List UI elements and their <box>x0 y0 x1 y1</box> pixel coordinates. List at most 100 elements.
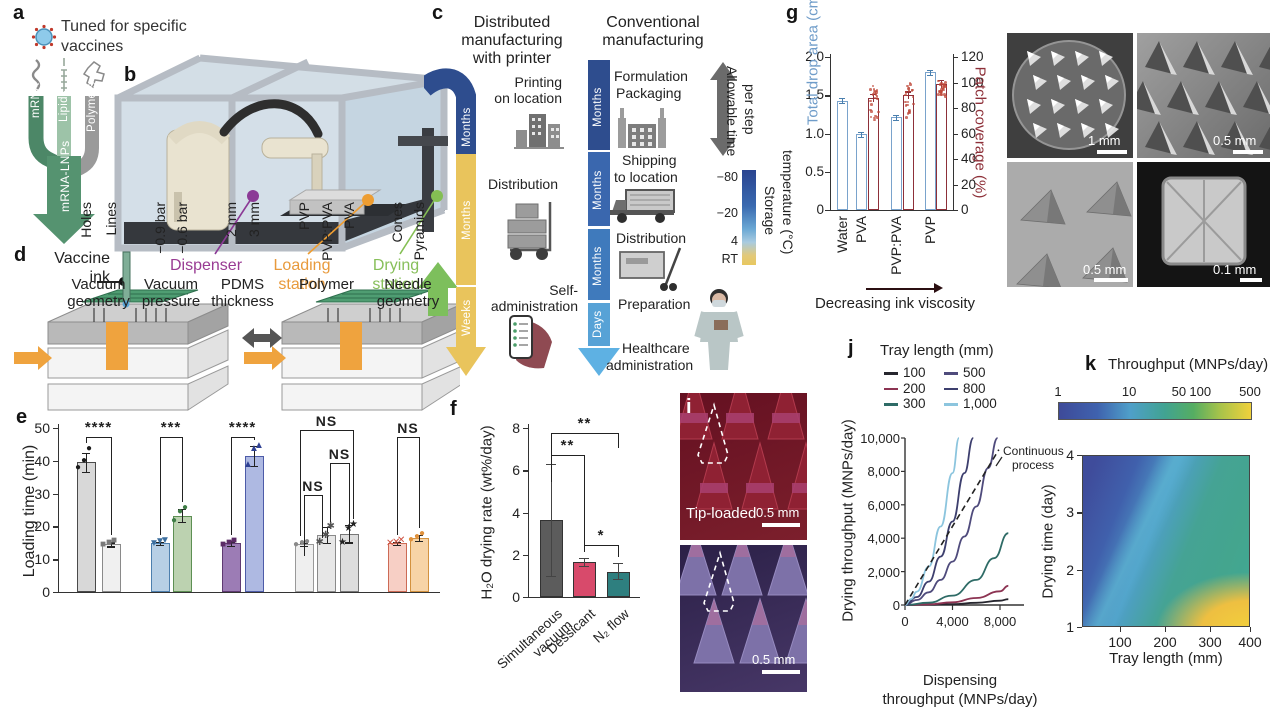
g-scatter-point <box>875 95 879 98</box>
g-scatter-point <box>941 85 944 89</box>
g-area-error <box>930 69 932 75</box>
e-error-cap <box>345 542 353 544</box>
g-scatter-point <box>940 93 943 96</box>
f-y-tick-label: 6 <box>512 462 520 479</box>
right-title-line1: Conventional <box>606 14 700 31</box>
data-point-marker: ■ <box>106 537 113 549</box>
g-right-axis <box>953 54 955 210</box>
conv-days-label: Days <box>592 310 604 338</box>
h-scale-label-4: 0.1 mm <box>1213 262 1257 277</box>
city-buildings-icon <box>514 104 564 150</box>
f-x-axis <box>528 597 640 599</box>
h-scale-label-3: 0.5 mm <box>1083 262 1127 277</box>
step-distribution-right: Distribution <box>616 230 687 246</box>
g-scatter-point <box>904 93 907 97</box>
j-y-tick-label: 0 <box>892 598 900 613</box>
g-left-tick-mark <box>825 133 830 135</box>
data-point-marker: ● <box>293 538 300 550</box>
e-error-bar <box>254 446 256 466</box>
sig-bracket-leg <box>304 495 306 556</box>
sig-label: ** <box>560 437 575 454</box>
dispenser-dot <box>247 190 259 202</box>
e-error-bar <box>231 541 233 546</box>
j-legend-swatch <box>884 387 898 391</box>
e-bar-Holes <box>76 462 96 592</box>
j-y-tick-label: 8,000 <box>867 464 900 480</box>
j-legend-swatch <box>884 403 898 406</box>
k-x-tick-label: 300 <box>1198 634 1222 650</box>
mrna-arrow-label: mRNA <box>30 82 42 118</box>
f-error-cap <box>613 562 623 564</box>
left-title-line1: Distributed <box>473 14 551 31</box>
g-scatter-point <box>905 116 908 119</box>
g-right-tick-mark <box>953 210 958 212</box>
f-y-tick-mark <box>523 512 528 514</box>
g-scatter-point <box>942 86 946 89</box>
e-error-cap <box>415 534 423 536</box>
j-legend-label: 1,000 <box>963 396 997 411</box>
sig-label: **** <box>228 419 257 436</box>
e-bar-−0.9 bar <box>150 543 170 592</box>
g-scatter-point <box>875 90 879 94</box>
e-bar-Pyramids <box>409 537 429 592</box>
g-left-tick-mark <box>825 210 830 212</box>
k-title: Throughput (MNPs/day) <box>1108 356 1269 373</box>
step-selfadmin-line1: Self- <box>549 282 578 298</box>
g-scatter-point <box>940 88 943 91</box>
g-scatter-point <box>911 102 915 106</box>
e-y-tick-mark <box>53 460 58 463</box>
j-x-axis-title-line1: Dispensing <box>922 672 998 689</box>
g-scatter-point <box>905 84 909 88</box>
j-legend-swatch <box>944 403 958 406</box>
drying-station-label-line1: Drying <box>372 257 420 274</box>
g-scatter-point <box>869 108 872 112</box>
g-scatter-point <box>944 94 947 98</box>
polymers-icon <box>82 61 105 89</box>
g-area-error-cap <box>858 136 864 139</box>
step-distribution-left: Distribution <box>487 176 558 192</box>
e-bar-Lines <box>101 544 121 592</box>
step-printing-line1: Printing <box>514 74 562 90</box>
g-scatter-point <box>874 114 877 118</box>
data-point-marker: ▼ <box>155 536 165 548</box>
k-colorbar-tick-label: 10 <box>1121 384 1137 399</box>
loading-station-label-line1: Loading <box>273 257 331 274</box>
conv-months2-label: Months <box>592 170 604 210</box>
j-dashed-continuous <box>904 449 1000 606</box>
sig-label: **** <box>84 419 113 436</box>
sem-patch-overview-image <box>1007 33 1133 158</box>
fully-loaded-needles-image <box>680 545 807 692</box>
j-legend-swatch <box>884 372 898 375</box>
e-x-tick-label: PVP:PVA <box>318 202 335 261</box>
e-error-cap <box>82 453 90 455</box>
e-error-bar <box>326 527 328 544</box>
g-scatter-point <box>904 104 908 107</box>
panel-letter-f: f <box>450 398 457 420</box>
e-error-cap <box>227 545 235 547</box>
j-x-axis-title-line2: throughput (MNPs/day) <box>882 691 1038 708</box>
sig-bracket-leg <box>349 463 351 536</box>
e-bar-3 mm <box>244 455 264 592</box>
sig-label: NS <box>315 413 338 429</box>
data-point-marker: ✕ <box>386 538 395 550</box>
g-left-axis <box>830 54 832 210</box>
g-right-tick-mark <box>953 159 958 161</box>
g-area-bar-PVP <box>924 72 936 210</box>
g-x-tick-label: PVP <box>922 216 938 245</box>
ink-callout-line <box>97 281 121 283</box>
g-scatter-point <box>873 89 877 93</box>
g-scatter-point <box>941 87 945 91</box>
g-scatter-point <box>876 110 880 114</box>
e-group-label: Polymer <box>298 276 354 293</box>
g-left-tick-label: 0.5 <box>805 163 824 179</box>
j-legend-label: 200 <box>903 380 926 396</box>
step-preparation: Preparation <box>618 296 691 312</box>
i-scale-bar-1 <box>762 523 800 527</box>
f-y-tick-label: 4 <box>512 504 520 521</box>
sig-label: * <box>597 527 605 544</box>
g-scatter-point <box>906 103 909 107</box>
g-right-tick-label: 60 <box>961 125 977 141</box>
panel-letter-c: c <box>432 2 444 24</box>
callout-lines <box>214 195 438 255</box>
data-point-marker: ■ <box>226 537 233 549</box>
